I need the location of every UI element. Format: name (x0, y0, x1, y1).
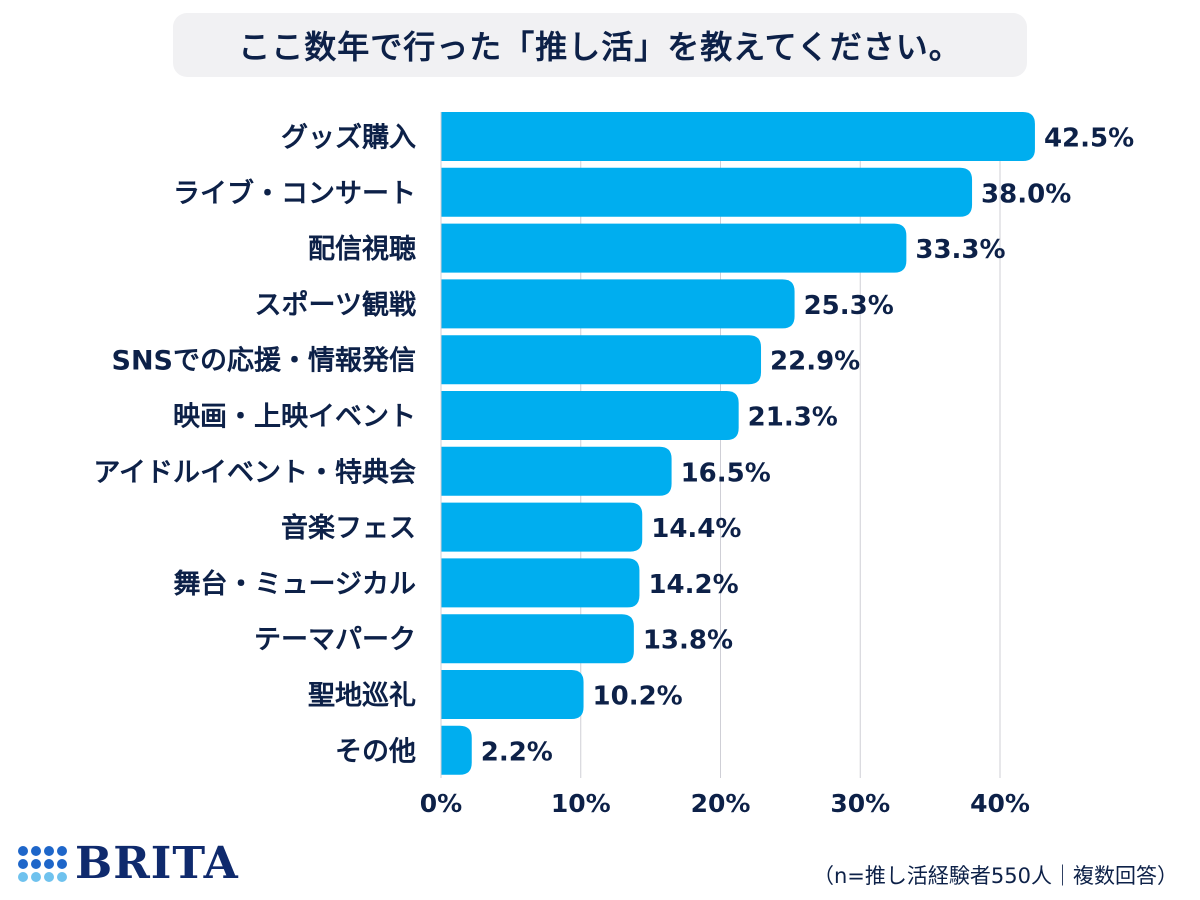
value-label-5: 21.3% (748, 403, 838, 433)
category-label-6: アイドルイベント・特典会 (93, 457, 416, 488)
bar-0 (441, 112, 1035, 161)
category-label-1: ライブ・コンサート (173, 177, 416, 209)
value-label-3: 25.3% (804, 291, 894, 321)
bar-4 (441, 335, 762, 385)
value-label-7: 14.4% (651, 514, 741, 544)
footnote: （n=推し活経験者550人｜複数回答） (813, 864, 1178, 888)
bar-chart: グッズ購入 42.5% ライブ・コンサート 38.0% 配信視聴 33.3% スポーツ観戦 2… (93, 112, 1134, 818)
category-label-0: グッズ購入 (281, 122, 416, 154)
category-label-8: 舞台・ミュージカル (174, 568, 416, 600)
value-label-6: 16.5% (681, 458, 771, 488)
x-tick-label-20: 20% (691, 789, 751, 818)
bar-5 (441, 391, 739, 440)
title-box: ここ数年で行った「推し活」を教えてください。 (173, 13, 1027, 77)
logo-text: BRITA (75, 838, 239, 889)
category-label-2: 配信視聴 (308, 234, 416, 265)
category-label-7: 音楽フェス (281, 512, 416, 544)
bar-11 (441, 725, 472, 775)
value-label-0: 42.5% (1044, 124, 1134, 154)
category-label-3: スポーツ観戦 (255, 289, 416, 321)
x-tick-label-40: 40% (970, 789, 1030, 818)
x-tick-label-10: 10% (551, 789, 611, 818)
bar-1 (441, 167, 973, 217)
value-label-2: 33.3% (915, 235, 1005, 265)
value-label-9: 13.8% (643, 626, 733, 656)
value-label-4: 22.9% (770, 347, 860, 377)
category-label-5: 映画・上映イベント (173, 402, 416, 433)
logo-dots-icon (18, 846, 67, 882)
value-label-1: 38.0% (981, 179, 1071, 209)
x-tick-label-30: 30% (830, 789, 890, 818)
bar-8 (441, 558, 640, 608)
category-label-9: テーマパーク (254, 625, 416, 656)
bar-2 (441, 223, 907, 273)
value-label-10: 10.2% (593, 682, 683, 712)
chart-title: ここ数年で行った「推し活」を教えてください。 (238, 28, 962, 66)
category-label-11: その他 (335, 736, 416, 767)
bar-3 (441, 279, 795, 329)
value-label-11: 2.2% (481, 737, 553, 767)
bar-10 (441, 670, 584, 719)
brita-logo: BRITA (18, 842, 239, 886)
value-label-8: 14.2% (648, 570, 738, 600)
bar-6 (441, 446, 672, 496)
category-label-10: 聖地巡礼 (308, 680, 416, 712)
bar-9 (441, 614, 634, 664)
x-tick-label-0: 0% (420, 789, 462, 818)
bar-7 (441, 502, 643, 552)
category-label-4: SNSでの応援・情報発信 (112, 345, 417, 377)
